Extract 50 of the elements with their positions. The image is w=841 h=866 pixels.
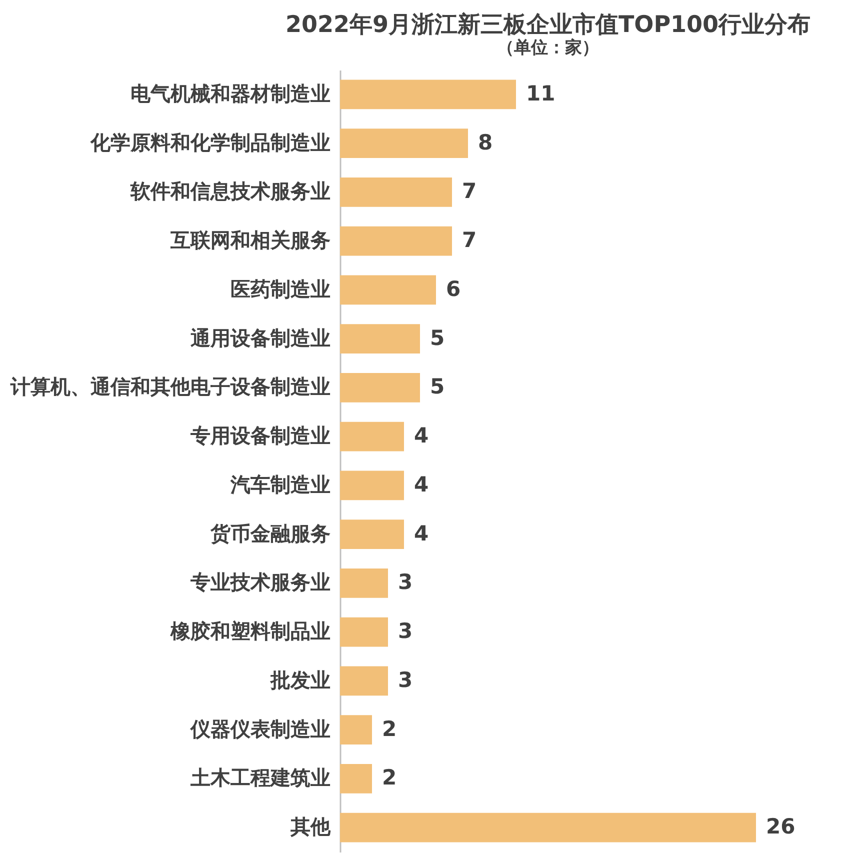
bar	[340, 470, 404, 500]
y-tick-label: 货币金融服务	[210, 521, 330, 546]
bar	[340, 128, 468, 158]
bar	[340, 373, 420, 402]
data-label: 3	[398, 668, 413, 692]
data-label: 4	[414, 521, 429, 546]
y-tick-label: 汽车制造业	[230, 472, 330, 496]
bar	[340, 764, 372, 794]
data-label: 5	[430, 374, 445, 399]
bar	[340, 275, 436, 305]
bar	[340, 324, 420, 354]
bar	[340, 812, 756, 842]
data-label: 2	[382, 766, 397, 790]
y-tick-label: 通用设备制造业	[190, 326, 330, 350]
bar	[340, 715, 372, 744]
data-label: 7	[462, 228, 477, 252]
data-label: 8	[478, 130, 493, 154]
data-label: 2	[382, 716, 397, 741]
y-tick-label: 专业技术服务业	[190, 570, 330, 594]
y-tick-label: 仪器仪表制造业	[190, 716, 330, 741]
data-label: 26	[766, 814, 796, 839]
bar	[340, 226, 452, 256]
data-label: 3	[398, 619, 413, 644]
y-tick-label: 土木工程建筑业	[190, 766, 330, 790]
data-label: 5	[430, 326, 445, 350]
bar	[340, 617, 388, 647]
bar	[340, 520, 404, 549]
data-label: 6	[446, 276, 461, 301]
data-label: 7	[462, 179, 477, 204]
y-tick-label: 医药制造业	[230, 276, 330, 301]
y-tick-label: 互联网和相关服务	[170, 228, 330, 252]
bar	[340, 178, 452, 207]
chart-title: 2022年9月浙江新三板企业市值TOP100行业分布	[285, 11, 811, 38]
data-label: 4	[414, 424, 429, 448]
bar	[340, 568, 388, 598]
bar	[340, 80, 516, 110]
y-tick-label: 计算机、通信和其他电子设备制造业	[10, 374, 330, 399]
y-tick-label: 软件和信息技术服务业	[130, 179, 330, 204]
y-tick-label: 专用设备制造业	[190, 424, 330, 448]
chart-subtitle: （单位：家）	[497, 38, 599, 58]
y-tick-label: 电气机械和器材制造业	[130, 81, 330, 106]
data-label: 3	[398, 570, 413, 594]
data-label: 11	[526, 81, 556, 106]
y-tick-label: 橡胶和塑料制品业	[170, 619, 330, 644]
y-tick-label: 其他	[290, 814, 332, 839]
data-label: 4	[414, 472, 429, 496]
y-tick-label: 化学原料和化学制品制造业	[90, 130, 330, 154]
bar	[340, 422, 404, 452]
y-tick-label: 批发业	[270, 668, 330, 692]
bar	[340, 666, 388, 696]
